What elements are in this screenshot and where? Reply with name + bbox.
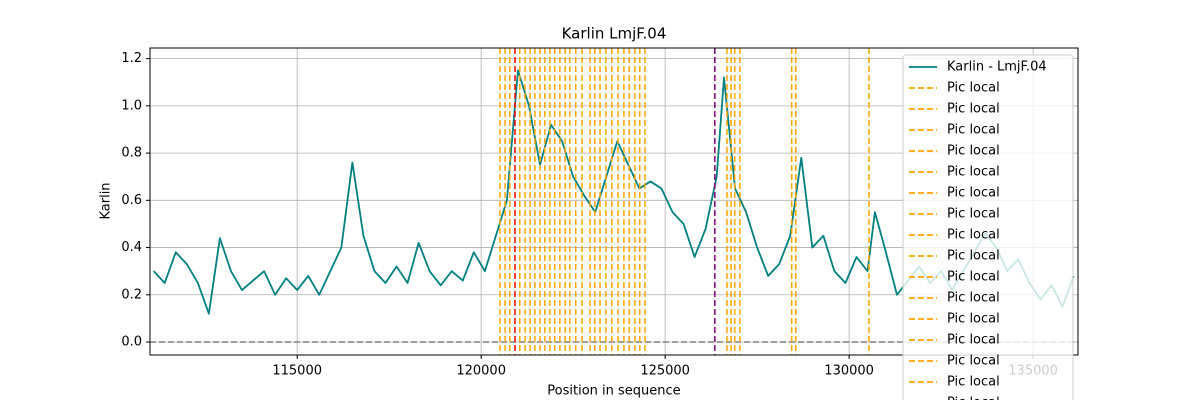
axes-frame — [149, 47, 1079, 356]
legend-label: Pic local — [947, 333, 1000, 348]
legend-label: Pic local — [947, 375, 1000, 390]
legend-label: Pic local — [947, 228, 1000, 243]
legend-label: Pic local — [947, 270, 1000, 285]
x-axis-label: Position in sequence — [547, 384, 680, 399]
y-tick-label: 1.2 — [121, 51, 142, 66]
y-tick-label: 0.2 — [121, 287, 142, 302]
y-tick-label: 0.4 — [121, 240, 142, 255]
legend-label: Pic local — [947, 102, 1000, 117]
y-tick-label: 0.6 — [121, 193, 142, 208]
legend: Karlin - LmjF.04 Pic local Pic local Pic lo… — [902, 54, 1074, 400]
legend-label: Pic local — [947, 354, 1000, 369]
legend-label: Pic local — [947, 165, 1000, 180]
legend-label: Pic local — [947, 144, 1000, 159]
legend-label: Pic local — [947, 291, 1000, 306]
y-tick-label: 1.0 — [121, 98, 142, 113]
x-tick-label: 115000 — [272, 364, 322, 379]
chart-title: Karlin LmjF.04 — [562, 25, 667, 43]
legend-label: Karlin - LmjF.04 — [947, 60, 1047, 75]
x-tick-label: 130000 — [824, 364, 874, 379]
legend-label: Pic local — [947, 207, 1000, 222]
legend-label: Pic local — [947, 123, 1000, 138]
legend-label: Pic local — [947, 312, 1000, 327]
x-tick-label: 125000 — [640, 364, 690, 379]
y-axis-label: Karlin — [99, 182, 114, 219]
y-tick-label: 0.8 — [121, 146, 142, 161]
legend-label: Pic local — [947, 396, 1000, 400]
legend-label: Pic local — [947, 81, 1000, 96]
x-tick-label: 120000 — [456, 364, 506, 379]
legend-box — [902, 54, 1074, 400]
legend-label: Pic local — [947, 186, 1000, 201]
legend-label: Pic local — [947, 249, 1000, 264]
y-tick-label: 0.0 — [121, 335, 142, 350]
